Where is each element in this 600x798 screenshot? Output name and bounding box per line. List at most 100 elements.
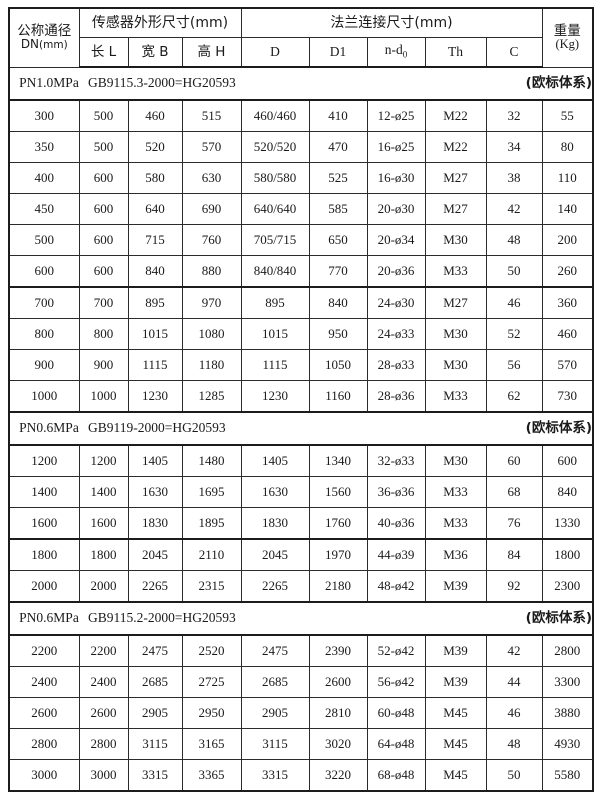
cell-n-d0: 48-ø42: [366, 570, 426, 603]
cell-length: 700: [78, 286, 129, 319]
cell-c: 56: [485, 349, 543, 381]
section-pressure-rating: PN0.6MPa: [19, 420, 79, 436]
cell-c: 38: [485, 162, 543, 194]
cell-dn: 600: [8, 255, 80, 288]
cell-d: 3315: [240, 759, 310, 792]
header-col-height: 高 H: [181, 37, 242, 68]
cell-th: M36: [424, 538, 487, 571]
cell-n-d0: 56-ø42: [366, 666, 426, 698]
cell-th: M39: [424, 634, 487, 667]
table-row: 450 600 640 690 640/640 585 20-ø30 M27 42 140: [8, 193, 594, 225]
cell-th: M30: [424, 224, 487, 256]
table-row: 1200 1200 1405 1480 1405 1340 32-ø33 M30 60 600: [8, 444, 594, 477]
cell-width: 580: [127, 162, 183, 194]
table-row: 350 500 520 570 520/520 470 16-ø25 M22 34 80: [8, 131, 594, 163]
cell-d1: 1760: [308, 507, 368, 540]
cell-th: M39: [424, 666, 487, 698]
cell-d: 2265: [240, 570, 310, 603]
cell-c: 48: [485, 224, 543, 256]
cell-c: 48: [485, 728, 543, 760]
cell-dn: 2000: [8, 570, 80, 603]
cell-height: 3365: [181, 759, 242, 792]
cell-c: 52: [485, 318, 543, 350]
cell-height: 570: [181, 131, 242, 163]
cell-th: M33: [424, 507, 487, 540]
cell-dn: 450: [8, 193, 80, 225]
header-col-d: D: [240, 37, 310, 68]
cell-dn: 1800: [8, 538, 80, 571]
table-row: 1800 1800 2045 2110 2045 1970 44-ø39 M36 84 1800: [8, 538, 594, 571]
header-col-width: 宽 B: [127, 37, 183, 68]
cell-d: 520/520: [240, 131, 310, 163]
cell-th: M27: [424, 286, 487, 319]
cell-th: M33: [424, 476, 487, 508]
cell-d: 2685: [240, 666, 310, 698]
header-group-row: 公称通径 DN(mm) 传感器外形尺寸(mm) 法兰连接尺寸(mm) 重量 (K…: [8, 7, 594, 68]
cell-d: 2475: [240, 634, 310, 667]
cell-height: 1285: [181, 380, 242, 413]
cell-weight: 200: [541, 224, 594, 256]
cell-weight: 1800: [541, 538, 594, 571]
cell-th: M45: [424, 759, 487, 792]
cell-d1: 1560: [308, 476, 368, 508]
cell-n-d0: 68-ø48: [366, 759, 426, 792]
header-col-n-d0: n-d0: [366, 37, 426, 68]
cell-th: M33: [424, 255, 487, 288]
section-banner: PN0.6MPa GB9119-2000=HG20593 (欧标体系): [8, 411, 594, 446]
cell-length: 1000: [78, 380, 129, 413]
cell-height: 515: [181, 99, 242, 132]
cell-length: 600: [78, 255, 129, 288]
cell-c: 50: [485, 255, 543, 288]
cell-n-d0: 36-ø36: [366, 476, 426, 508]
section-banner-row: PN1.0MPa GB9115.3-2000=HG20593 (欧标体系): [8, 66, 594, 101]
section-pressure-rating: PN1.0MPa: [19, 75, 79, 91]
sensor-flange-dimensions-table: 公称通径 DN(mm) 传感器外形尺寸(mm) 法兰连接尺寸(mm) 重量 (K…: [8, 7, 594, 792]
cell-c: 46: [485, 286, 543, 319]
cell-length: 1400: [78, 476, 129, 508]
cell-c: 46: [485, 697, 543, 729]
cell-th: M22: [424, 99, 487, 132]
cell-c: 92: [485, 570, 543, 603]
header-nominal-diameter: 公称通径 DN(mm): [8, 7, 80, 68]
cell-d: 1405: [240, 444, 310, 477]
table-row: 600 600 840 880 840/840 770 20-ø36 M33 50 260: [8, 255, 594, 288]
cell-dn: 2200: [8, 634, 80, 667]
cell-th: M33: [424, 380, 487, 413]
cell-width: 3115: [127, 728, 183, 760]
table-row: 1400 1400 1630 1695 1630 1560 36-ø36 M33 68 840: [8, 476, 594, 508]
header-weight: 重量 (Kg): [541, 7, 594, 68]
cell-n-d0: 24-ø30: [366, 286, 426, 319]
cell-n-d0: 12-ø25: [366, 99, 426, 132]
cell-width: 1830: [127, 507, 183, 540]
cell-height: 1480: [181, 444, 242, 477]
cell-length: 3000: [78, 759, 129, 792]
cell-d: 580/580: [240, 162, 310, 194]
section-banner-row: PN0.6MPa GB9115.2-2000=HG20593 (欧标体系): [8, 601, 594, 636]
table-row: 2400 2400 2685 2725 2685 2600 56-ø42 M39 44 3300: [8, 666, 594, 698]
cell-weight: 3880: [541, 697, 594, 729]
cell-width: 2685: [127, 666, 183, 698]
cell-dn: 400: [8, 162, 80, 194]
header-nominal-diameter-unit: DN(mm): [20, 37, 68, 52]
header-col-c: C: [485, 37, 543, 68]
cell-weight: 5580: [541, 759, 594, 792]
cell-d1: 1340: [308, 444, 368, 477]
cell-length: 1200: [78, 444, 129, 477]
cell-height: 880: [181, 255, 242, 288]
cell-length: 1800: [78, 538, 129, 571]
cell-th: M30: [424, 318, 487, 350]
header-column-row: 长 L 宽 B 高 H D D1 n-d0 Th C: [9, 37, 593, 68]
cell-d: 1230: [240, 380, 310, 413]
cell-c: 34: [485, 131, 543, 163]
cell-dn: 350: [8, 131, 80, 163]
cell-th: M39: [424, 570, 487, 603]
cell-c: 76: [485, 507, 543, 540]
table-header: 公称通径 DN(mm) 传感器外形尺寸(mm) 法兰连接尺寸(mm) 重量 (K…: [8, 7, 594, 68]
cell-dn: 2600: [8, 697, 80, 729]
cell-c: 60: [485, 444, 543, 477]
cell-n-d0: 64-ø48: [366, 728, 426, 760]
cell-height: 2725: [181, 666, 242, 698]
cell-height: 2315: [181, 570, 242, 603]
cell-width: 1015: [127, 318, 183, 350]
